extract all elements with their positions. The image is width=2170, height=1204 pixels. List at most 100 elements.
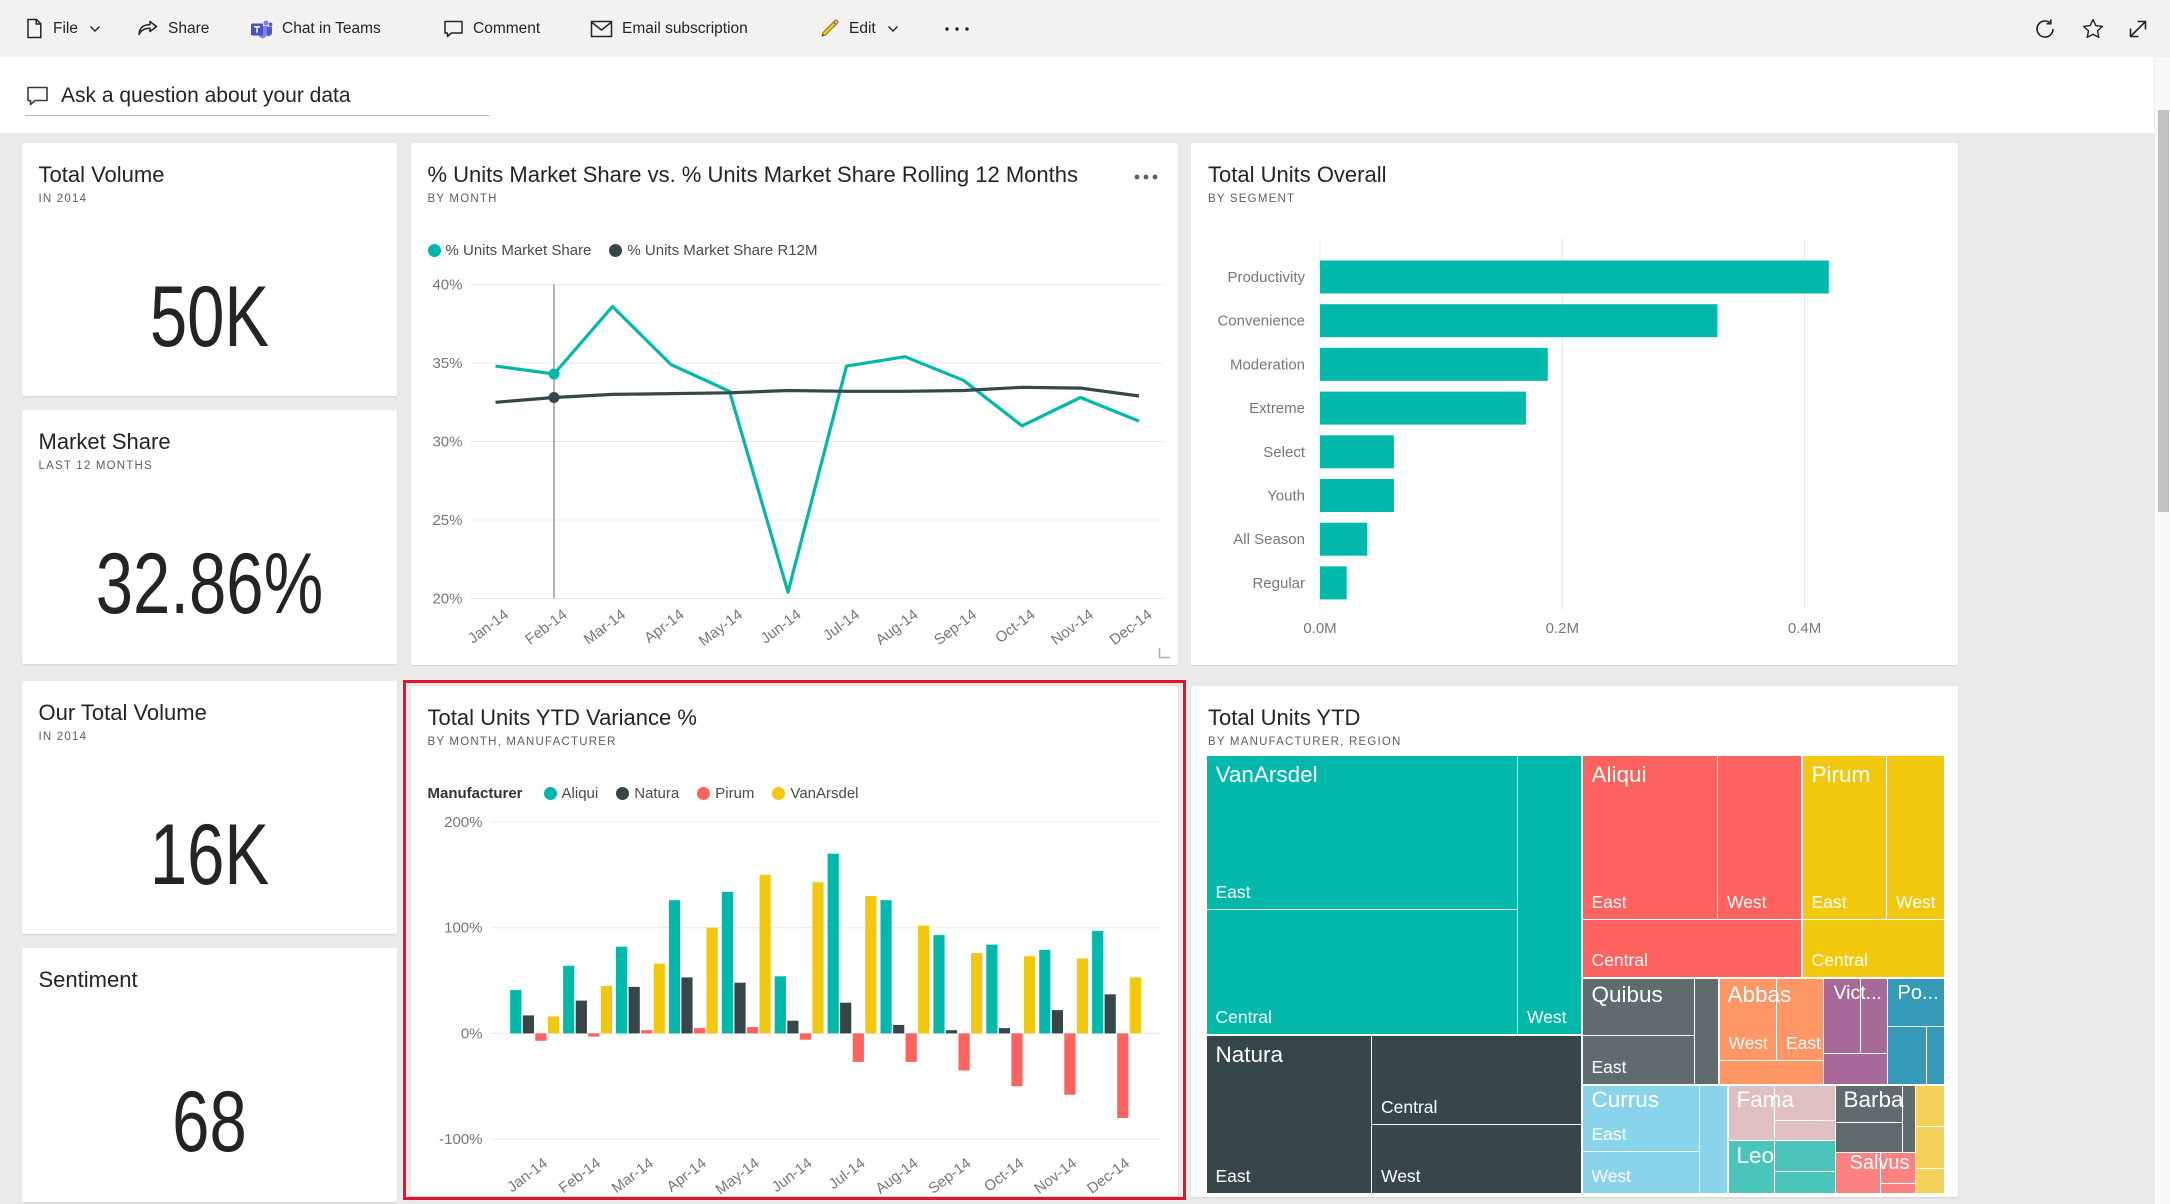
bar[interactable] <box>1129 977 1141 1034</box>
bar[interactable] <box>827 853 839 1034</box>
bar[interactable] <box>640 1030 652 1034</box>
bar[interactable] <box>945 1030 957 1034</box>
scrollbar-thumb[interactable] <box>2157 110 2169 512</box>
bar[interactable] <box>880 900 892 1034</box>
bar[interactable] <box>1320 522 1368 556</box>
bar[interactable] <box>1104 994 1116 1034</box>
treemap-cell-fama[interactable] <box>1775 1120 1835 1140</box>
treemap-cell-currus[interactable] <box>1699 1085 1727 1193</box>
bar[interactable] <box>811 882 824 1034</box>
bar[interactable] <box>615 946 627 1034</box>
bar[interactable] <box>1091 930 1103 1034</box>
edit-menu[interactable]: Edit <box>818 0 899 57</box>
bar[interactable] <box>1038 949 1050 1034</box>
treemap-cell-vanarsdel[interactable] <box>1518 755 1581 1034</box>
treemap-cell-vict[interactable] <box>1824 1053 1887 1084</box>
bar[interactable] <box>774 976 786 1034</box>
email-subscription-button[interactable]: Email subscription <box>590 0 748 57</box>
resize-handle-icon[interactable] <box>1157 646 1172 660</box>
treemap-cell-pirum[interactable] <box>1887 755 1944 919</box>
data-point-marker[interactable] <box>548 392 559 404</box>
bar[interactable] <box>668 900 680 1034</box>
bar[interactable] <box>587 1033 599 1037</box>
legend-item[interactable]: VanArsdel <box>772 785 859 802</box>
bar[interactable] <box>733 982 746 1034</box>
bar[interactable] <box>958 1033 970 1071</box>
treemap-cell-fama[interactable] <box>1775 1085 1835 1120</box>
share-button[interactable]: Share <box>137 0 209 57</box>
bar[interactable] <box>509 990 521 1034</box>
tile-total-units-ytd[interactable]: Total Units YTD BY MANUFACTURER, REGION … <box>1191 686 1958 1197</box>
treemap-cell-natura[interactable] <box>1206 1035 1371 1193</box>
treemap-cell-natura[interactable] <box>1372 1035 1581 1124</box>
tile-total-volume[interactable]: Total Volume IN 2014 50K <box>21 143 397 396</box>
expand-button[interactable] <box>2126 0 2150 57</box>
bar[interactable] <box>547 1016 559 1034</box>
legend-item[interactable]: Aliqui <box>543 785 598 802</box>
bar[interactable] <box>1320 479 1394 512</box>
file-menu[interactable]: File <box>25 0 101 57</box>
treemap-cell-salvus[interactable] <box>1880 1153 1915 1183</box>
bar[interactable] <box>562 965 574 1034</box>
bar[interactable] <box>1320 391 1526 425</box>
legend-item[interactable]: % Units Market Share R12M <box>609 242 817 259</box>
treemap-cell-abbas[interactable] <box>1719 1061 1823 1084</box>
bar[interactable] <box>932 935 945 1034</box>
bar[interactable] <box>1023 956 1035 1034</box>
bar[interactable] <box>653 963 665 1034</box>
treemap-cell-leo[interactable] <box>1775 1141 1835 1171</box>
bar[interactable] <box>1116 1033 1128 1118</box>
bar[interactable] <box>1320 566 1347 600</box>
treemap-cell-aliqui[interactable] <box>1582 920 1801 977</box>
treemap-cell-barba[interactable] <box>1836 1085 1902 1122</box>
refresh-button[interactable] <box>2033 0 2057 57</box>
bar[interactable] <box>1076 958 1088 1034</box>
bar[interactable] <box>575 1000 587 1034</box>
more-options-button[interactable] <box>944 0 970 57</box>
treemap-cell-salvus[interactable] <box>1880 1184 1915 1193</box>
treemap-cell-aliqui[interactable] <box>1582 755 1717 919</box>
treemap-cell-vanarsdel[interactable] <box>1206 755 1517 909</box>
bar[interactable] <box>1051 1010 1063 1034</box>
comment-button[interactable]: Comment <box>443 0 540 57</box>
bar[interactable] <box>917 925 929 1034</box>
bar[interactable] <box>786 1020 798 1034</box>
treemap-cell-fama[interactable] <box>1728 1085 1774 1140</box>
tile-market-share[interactable]: Market Share LAST 12 MONTHS 32.86% <box>21 410 397 664</box>
bar[interactable] <box>534 1033 546 1041</box>
bar[interactable] <box>522 1015 534 1034</box>
bar[interactable] <box>998 1028 1010 1034</box>
legend-item[interactable]: Natura <box>616 785 679 802</box>
bar[interactable] <box>693 1028 705 1034</box>
qa-input[interactable]: Ask a question about your data <box>25 76 489 116</box>
bar[interactable] <box>680 977 693 1034</box>
vertical-scrollbar[interactable] <box>2154 57 2170 1204</box>
legend-item[interactable]: Pirum <box>697 785 754 802</box>
treemap-cell-pirum[interactable] <box>1802 920 1944 977</box>
treemap-cell-abbas[interactable] <box>1719 978 1776 1060</box>
treemap-cell-vanarsdel[interactable] <box>1206 910 1517 1034</box>
treemap-cell-po[interactable] <box>1888 978 1944 1026</box>
treemap-cell-quibus[interactable] <box>1582 978 1694 1035</box>
bar[interactable] <box>852 1033 864 1062</box>
bar[interactable] <box>892 1024 904 1034</box>
bar[interactable] <box>970 953 982 1034</box>
treemap-cell-vict[interactable] <box>1860 978 1887 1053</box>
bar[interactable] <box>628 986 640 1034</box>
bar[interactable] <box>839 1002 851 1034</box>
bar[interactable] <box>746 1027 758 1034</box>
bar[interactable] <box>1063 1033 1075 1095</box>
treemap-cell-po[interactable] <box>1926 1026 1944 1084</box>
legend-item[interactable]: % Units Market Share <box>427 242 591 259</box>
favorite-button[interactable] <box>2081 0 2105 57</box>
treemap-cell-aliqui[interactable] <box>1718 755 1801 919</box>
bar[interactable] <box>1320 347 1548 381</box>
bar[interactable] <box>1320 304 1718 338</box>
bar[interactable] <box>600 985 612 1034</box>
treemap-cell-salvus[interactable] <box>1836 1153 1880 1193</box>
chat-in-teams-button[interactable]: Chat in Teams <box>250 0 381 57</box>
bar[interactable] <box>799 1033 811 1040</box>
treemap-cell[interactable] <box>1916 1126 1944 1168</box>
line-series[interactable] <box>494 304 1140 594</box>
tile-ytd-variance[interactable]: Total Units YTD Variance % BY MONTH, MAN… <box>410 686 1178 1196</box>
